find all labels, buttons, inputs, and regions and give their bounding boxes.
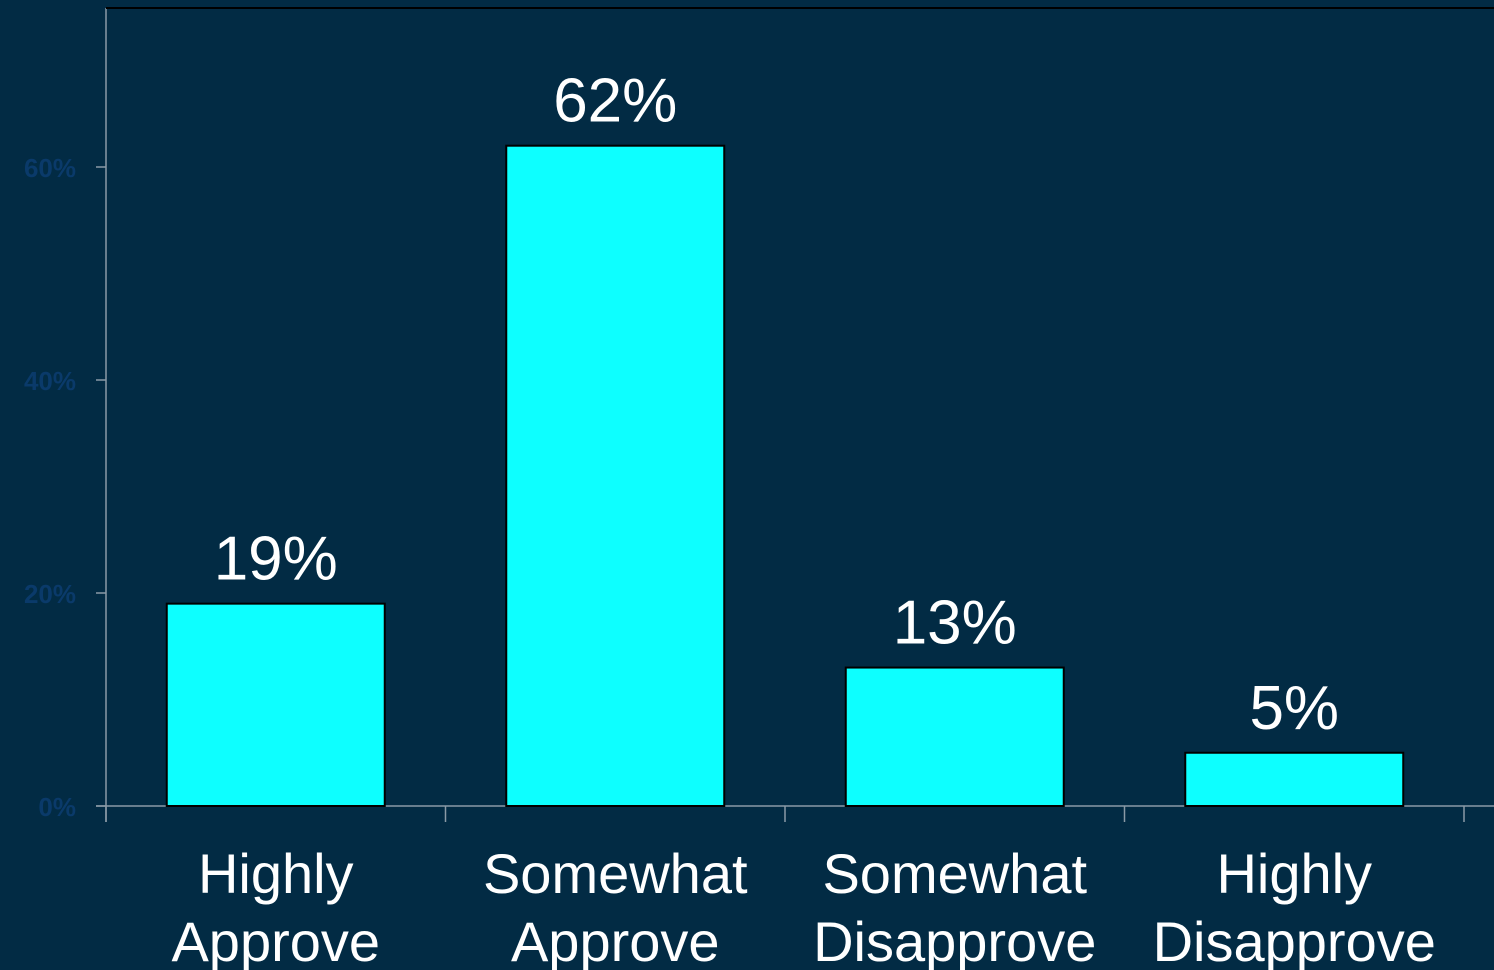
x-category-label: Disapprove bbox=[813, 910, 1096, 970]
x-category-label: Highly bbox=[198, 842, 354, 905]
chart-labels: 19%HighlyApprove62%SomewhatApprove13%Som… bbox=[171, 67, 1435, 970]
x-category-label: Somewhat bbox=[483, 842, 748, 905]
bar bbox=[165, 602, 386, 808]
x-category-label: Disapprove bbox=[1153, 910, 1436, 970]
bar bbox=[1184, 751, 1405, 807]
chart-bars bbox=[165, 144, 1405, 808]
data-label: 13% bbox=[893, 589, 1017, 658]
y-tick-label: 60% bbox=[24, 153, 76, 183]
data-label: 19% bbox=[214, 525, 338, 594]
data-label: 62% bbox=[553, 67, 677, 136]
x-category-label: Highly bbox=[1216, 842, 1372, 905]
data-label: 5% bbox=[1249, 674, 1339, 743]
y-tick-label: 40% bbox=[24, 366, 76, 396]
x-category-label: Approve bbox=[171, 910, 380, 970]
y-tick-label: 20% bbox=[24, 579, 76, 609]
bar bbox=[505, 144, 726, 807]
x-category-label: Somewhat bbox=[822, 842, 1087, 905]
bar bbox=[844, 666, 1065, 807]
y-tick-label: 0% bbox=[38, 792, 76, 822]
x-category-label: Approve bbox=[511, 910, 720, 970]
